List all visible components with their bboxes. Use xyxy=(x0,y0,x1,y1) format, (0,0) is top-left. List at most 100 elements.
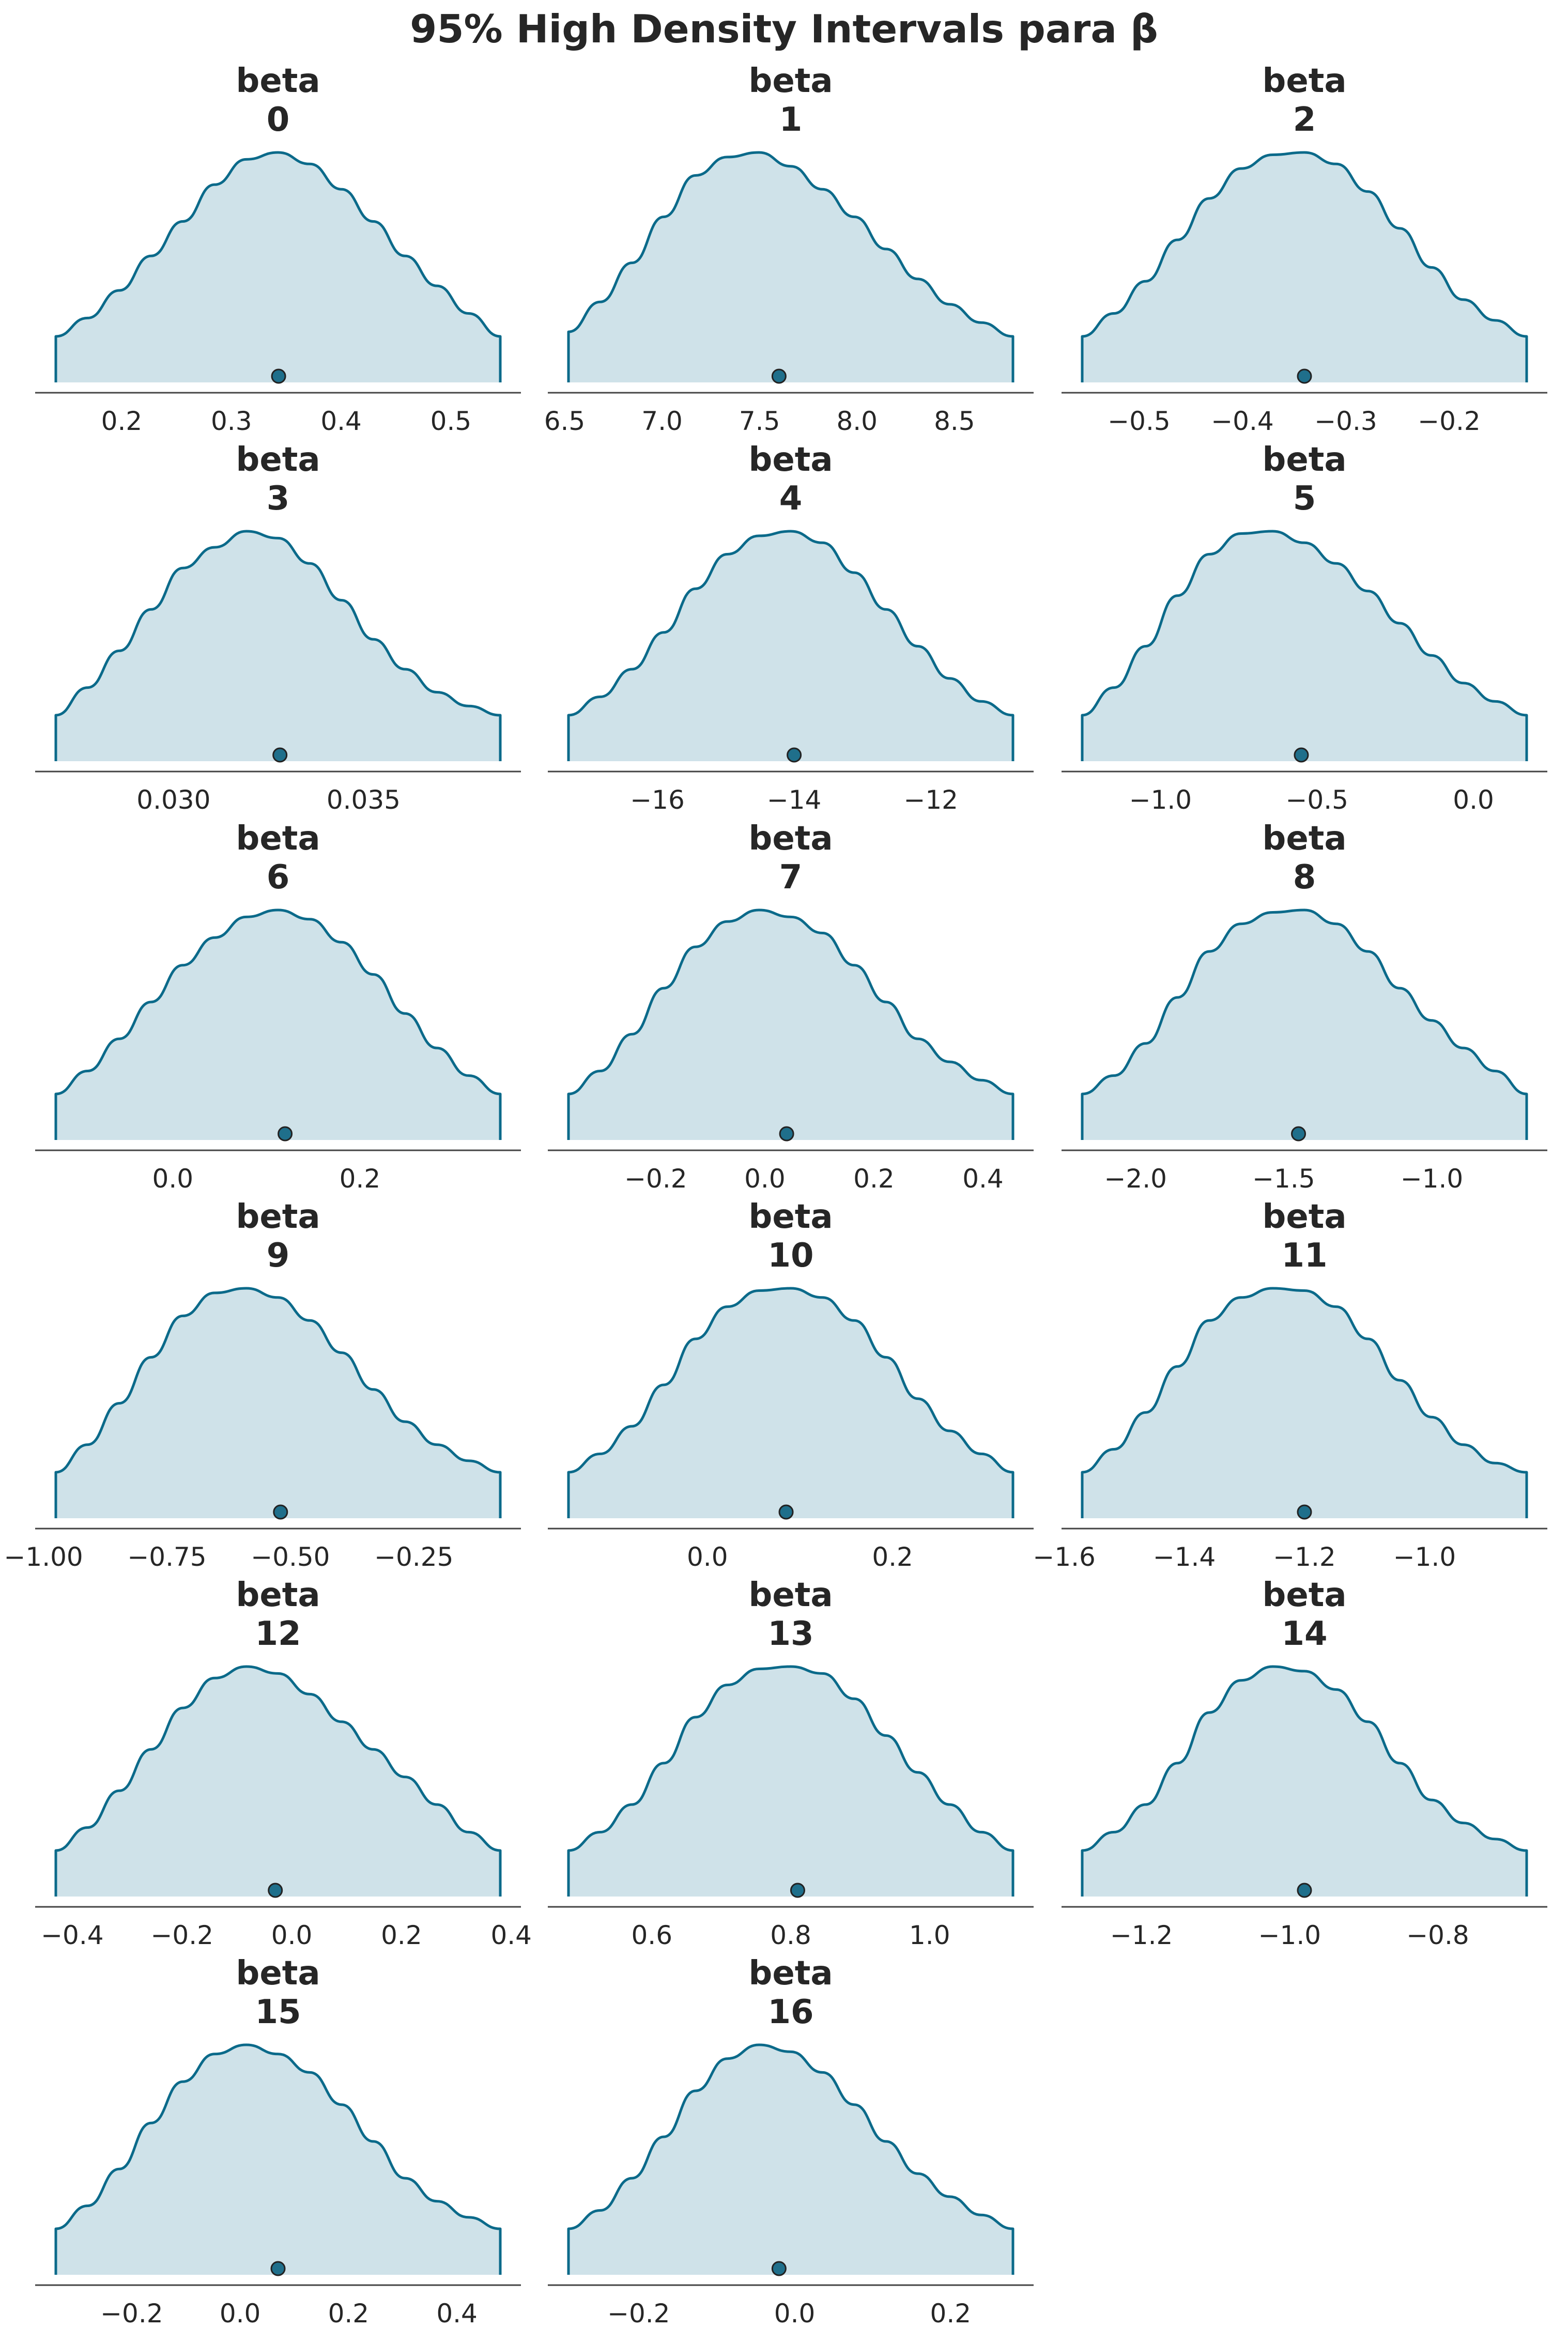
subplot-title-name: beta xyxy=(236,820,320,858)
density-fill xyxy=(1082,1667,1527,1897)
subplot-title-name: beta xyxy=(236,441,320,479)
x-tick-label: −0.2 xyxy=(150,1920,213,1950)
density-line xyxy=(54,1665,502,1897)
x-tick-label: −0.2 xyxy=(1418,406,1480,436)
subplot-title-index: 8 xyxy=(1293,858,1316,897)
subplot-title-name: beta xyxy=(1263,1198,1347,1236)
density-line xyxy=(567,1287,1014,1518)
density-fill xyxy=(568,1667,1013,1897)
density-line xyxy=(567,530,1014,761)
x-tick-label: −0.5 xyxy=(1286,785,1348,815)
subplot-title-name: beta xyxy=(749,441,833,479)
point-estimate-marker xyxy=(270,2261,286,2276)
x-tick-label: 0.0 xyxy=(1453,785,1494,815)
x-tick-label: 0.5 xyxy=(431,406,472,436)
subplot-title-name: beta xyxy=(749,1954,833,1993)
density-fill xyxy=(1082,910,1527,1140)
subplot-title-index: 9 xyxy=(267,1237,290,1275)
subplot-title-name: beta xyxy=(1263,441,1347,479)
density-line xyxy=(1081,530,1528,761)
subplot-title-name: beta xyxy=(236,62,320,100)
subplot-title-name: beta xyxy=(236,1198,320,1236)
x-tick-label: −1.6 xyxy=(1033,1542,1095,1572)
x-tick-label: 0.2 xyxy=(853,1164,895,1194)
density-line xyxy=(567,2043,1014,2275)
point-estimate-marker xyxy=(278,1126,293,1142)
x-tick-label: 0.2 xyxy=(328,2299,370,2329)
x-tick-label: −1.0 xyxy=(1129,785,1192,815)
density-fill xyxy=(1082,152,1527,382)
subplot-title-index: 1 xyxy=(779,101,803,139)
x-tick-label: −0.4 xyxy=(41,1920,103,1950)
x-tick-label: 0.3 xyxy=(211,406,252,436)
subplot-title-index: 3 xyxy=(267,480,290,518)
x-tick-label: 0.8 xyxy=(770,1920,811,1950)
subplot-title-name: beta xyxy=(236,1954,320,1993)
x-tick-label: 0.0 xyxy=(744,1164,786,1194)
x-tick-label: 0.4 xyxy=(962,1164,1004,1194)
density-line xyxy=(54,908,502,1140)
x-tick-label: 0.6 xyxy=(631,1920,672,1950)
point-estimate-marker xyxy=(1297,368,1312,384)
x-tick-label: −1.00 xyxy=(4,1542,83,1572)
density-fill xyxy=(1082,1288,1527,1518)
x-tick-label: 7.0 xyxy=(641,406,683,436)
x-tick-label: 6.5 xyxy=(544,406,586,436)
density-fill xyxy=(568,910,1013,1140)
subplot-title-name: beta xyxy=(1263,1576,1347,1614)
point-estimate-marker xyxy=(268,1883,283,1898)
density-fill xyxy=(568,2045,1013,2275)
x-tick-label: −1.2 xyxy=(1110,1920,1173,1950)
x-tick-label: 0.035 xyxy=(327,785,401,815)
point-estimate-marker xyxy=(1297,1504,1312,1520)
x-tick-label: −2.0 xyxy=(1104,1164,1166,1194)
subplot-title-name: beta xyxy=(236,1576,320,1614)
point-estimate-marker xyxy=(790,1883,805,1898)
x-tick-label: 0.4 xyxy=(490,1920,532,1950)
x-tick-label: 0.4 xyxy=(436,2299,478,2329)
density-fill xyxy=(56,1288,500,1518)
subplot-title-index: 5 xyxy=(1293,480,1316,518)
x-tick-label: 0.2 xyxy=(340,1164,381,1194)
x-tick-label: −0.8 xyxy=(1406,1920,1469,1950)
x-tick-label: −1.4 xyxy=(1153,1542,1216,1572)
x-tick-label: 8.0 xyxy=(836,406,878,436)
subplot-title-index: 14 xyxy=(1281,1615,1327,1653)
x-tick-label: 0.0 xyxy=(152,1164,194,1194)
point-estimate-marker xyxy=(771,368,787,384)
x-tick-label: −1.0 xyxy=(1393,1542,1456,1572)
x-tick-label: 0.0 xyxy=(220,2299,261,2329)
subplot-title-index: 7 xyxy=(779,858,803,897)
subplot-title-name: beta xyxy=(1263,820,1347,858)
x-tick-label: −0.2 xyxy=(624,1164,687,1194)
subplot-title-index: 6 xyxy=(267,858,290,897)
x-tick-label: −12 xyxy=(903,785,958,815)
x-tick-label: 8.5 xyxy=(934,406,975,436)
density-line xyxy=(567,908,1014,1140)
x-tick-label: −14 xyxy=(767,785,822,815)
x-tick-label: −0.50 xyxy=(251,1542,330,1572)
density-line xyxy=(1081,151,1528,382)
subplot-title-index: 2 xyxy=(1293,101,1316,139)
density-fill xyxy=(1082,531,1527,761)
density-fill xyxy=(56,910,500,1140)
point-estimate-marker xyxy=(273,1504,288,1520)
x-tick-label: 0.0 xyxy=(271,1920,313,1950)
x-tick-label: −0.75 xyxy=(127,1542,206,1572)
x-tick-label: −16 xyxy=(630,785,685,815)
density-line xyxy=(54,1287,502,1518)
density-line xyxy=(1081,1287,1528,1518)
subplot-title-name: beta xyxy=(749,1198,833,1236)
density-fill xyxy=(56,1667,500,1897)
